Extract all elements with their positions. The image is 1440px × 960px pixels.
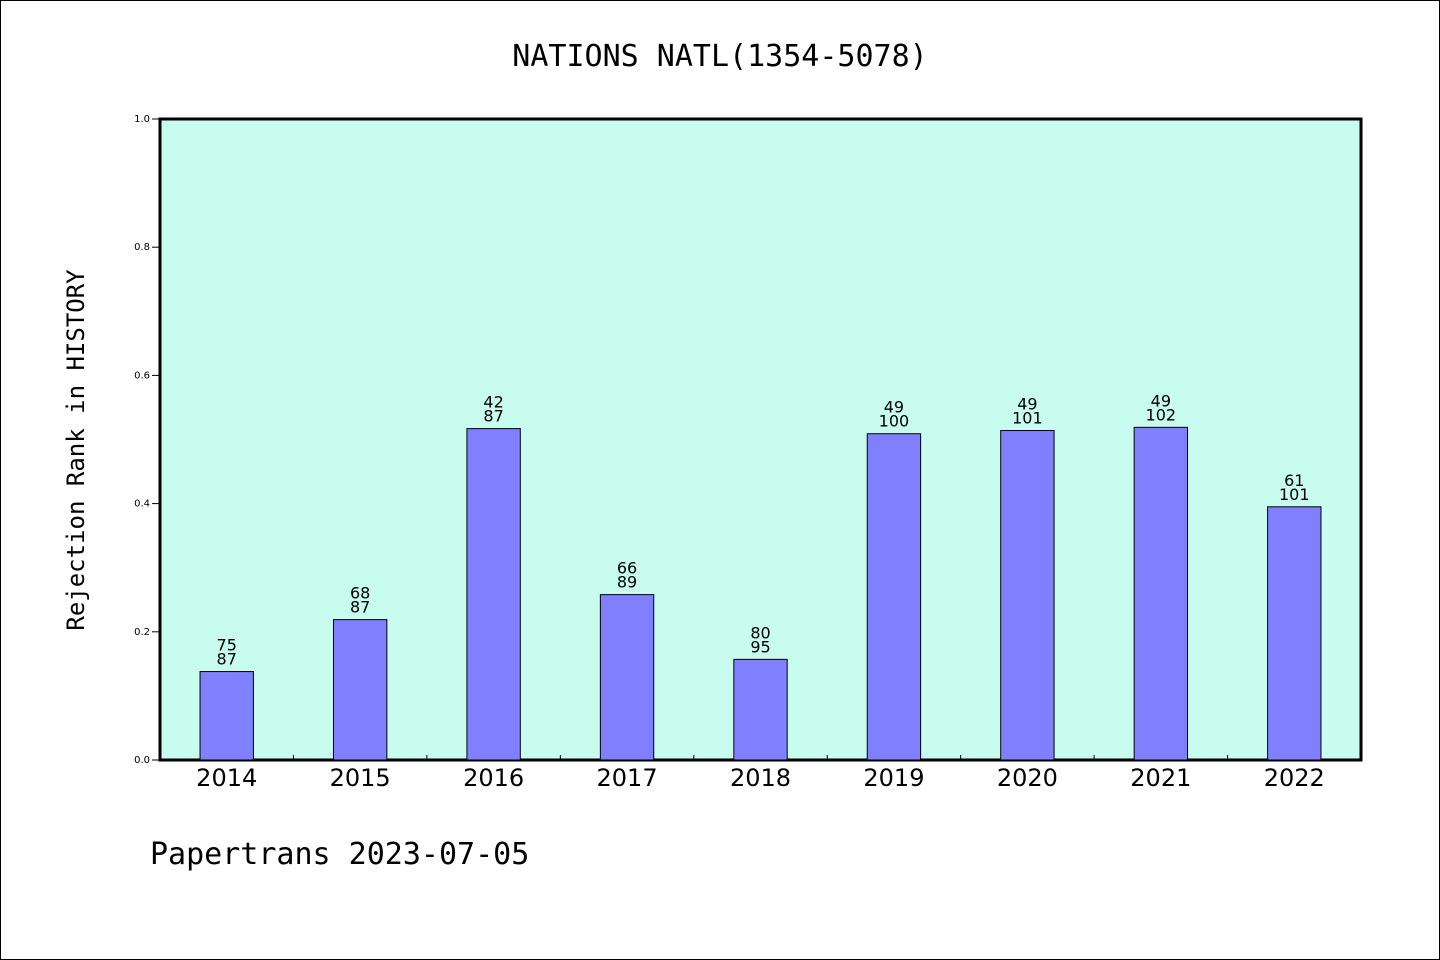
bar-label-bottom: 101 <box>1012 409 1043 428</box>
x-tick-label: 2015 <box>330 764 391 792</box>
bar-label-top: 66 <box>617 559 637 578</box>
bar-label-top: 75 <box>217 636 237 655</box>
x-tick-label: 2018 <box>730 764 791 792</box>
bar-label-top: 61 <box>1284 471 1304 490</box>
bar-label-top: 49 <box>1151 391 1171 410</box>
bar-label-bottom: 87 <box>217 650 237 669</box>
x-tick-label: 2017 <box>597 764 658 792</box>
bar-label-top: 42 <box>483 393 503 412</box>
chart-title: NATIONS NATL(1354-5078) <box>512 39 927 74</box>
x-tick-label: 2014 <box>196 764 257 792</box>
y-tick-label: 0.6 <box>134 370 150 381</box>
bar-label-top: 68 <box>350 584 370 603</box>
bar-label-bottom: 89 <box>617 573 637 592</box>
y-tick-label: 0.2 <box>134 627 150 638</box>
bar-label-top: 49 <box>884 398 904 417</box>
bar <box>199 671 254 761</box>
footer-text: Papertrans 2023-07-05 <box>150 837 529 872</box>
bar <box>466 428 521 761</box>
bar-label-top: 49 <box>1017 395 1037 414</box>
bar-series <box>199 426 1322 761</box>
y-tick-label: 0.4 <box>134 499 150 510</box>
y-tick-label: 0.8 <box>134 242 150 253</box>
bar <box>332 619 388 761</box>
bar-label-bottom: 102 <box>1146 405 1177 424</box>
x-tick-label: 2020 <box>997 764 1058 792</box>
bar-label-top: 80 <box>750 623 770 642</box>
x-tick-label: 2021 <box>1130 764 1191 792</box>
bar <box>866 433 922 761</box>
x-tick-label: 2016 <box>463 764 524 792</box>
bar <box>1267 506 1322 761</box>
bar <box>1133 426 1189 761</box>
bar-label-bottom: 95 <box>750 637 770 656</box>
bar-label-bottom: 87 <box>483 407 503 426</box>
bar <box>1000 430 1055 761</box>
bar-label-bottom: 100 <box>879 412 910 431</box>
bar-label-bottom: 101 <box>1279 485 1310 504</box>
x-tick-label: 2022 <box>1264 764 1325 792</box>
x-axis: 2014 2015 2016 2017 2018 2019 2020 2021 2022 <box>196 755 1325 792</box>
y-tick-label: 1.0 <box>134 114 150 125</box>
bar <box>733 658 788 761</box>
bar <box>599 594 655 761</box>
y-tick-label: 0.0 <box>134 755 150 766</box>
y-axis-label: Rejection Rank in HISTORY <box>62 269 90 631</box>
bar-label-bottom: 87 <box>350 598 370 617</box>
x-tick-label: 2019 <box>863 764 924 792</box>
y-axis: 0.0 0.2 0.4 0.6 0.8 1.0 <box>134 114 160 766</box>
